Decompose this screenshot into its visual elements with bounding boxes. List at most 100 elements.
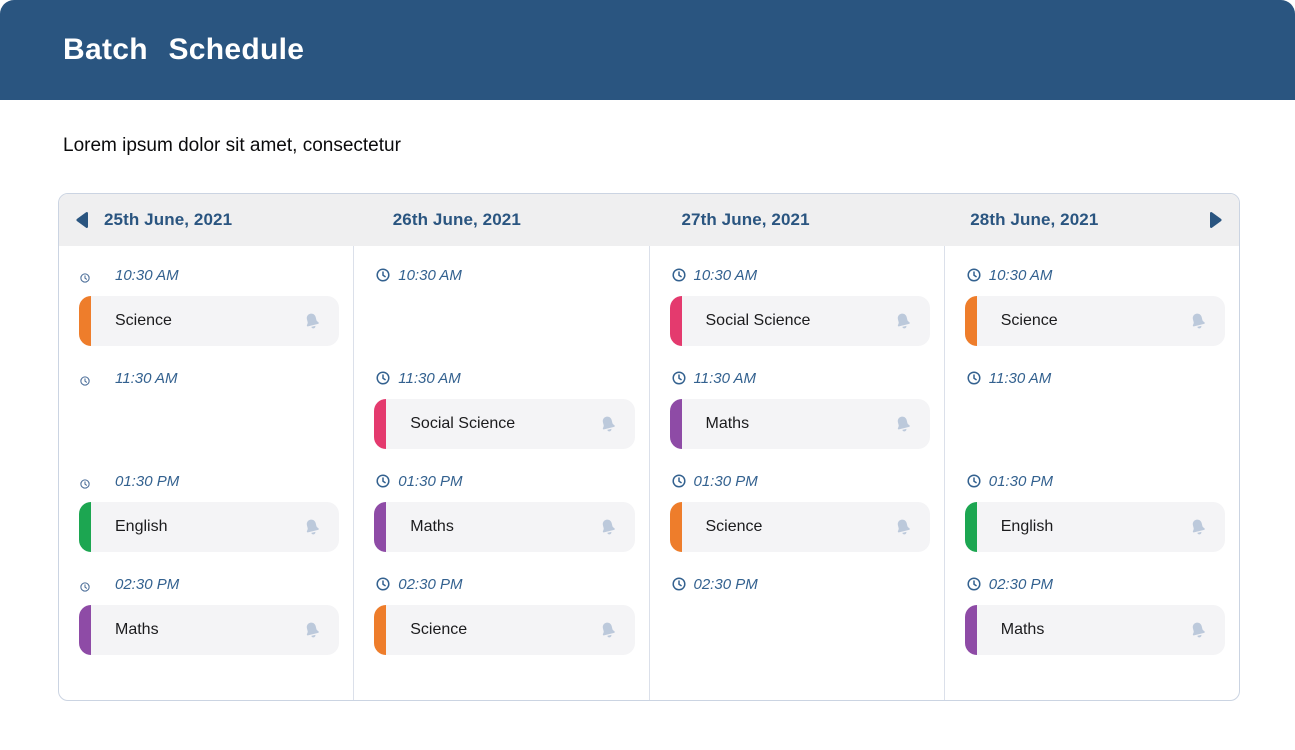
clock-icon	[376, 474, 390, 488]
app-header: Batch Schedule	[0, 0, 1295, 100]
date-header: 26th June, 2021	[392, 210, 521, 229]
time-slot: 10:30 AM	[354, 256, 648, 359]
clock-icon	[80, 373, 90, 386]
clock-icon	[671, 371, 686, 385]
slot-time: 01:30 PM	[945, 462, 1239, 500]
slot-time: 10:30 AM	[945, 256, 1239, 294]
bell-icon[interactable]	[893, 517, 913, 537]
class-card[interactable]: Science	[374, 605, 635, 655]
slot-time-label: 11:30 AM	[398, 369, 461, 387]
class-card[interactable]: English	[79, 502, 340, 552]
slot-time-label: 10:30 AM	[988, 266, 1053, 284]
bell-icon[interactable]	[598, 517, 618, 537]
bell-icon[interactable]	[598, 620, 618, 640]
date-header-row: 25th June, 2021 26th June, 2021 27th June,…	[59, 194, 1239, 246]
bell-icon[interactable]	[302, 620, 322, 640]
slot-time: 10:30 AM	[59, 256, 353, 294]
slot-time: 10:30 AM	[650, 256, 944, 294]
class-card[interactable]: English	[964, 502, 1225, 552]
slot-time: 10:30 AM	[354, 256, 648, 294]
subject-label: Social Science	[410, 415, 516, 432]
page-subtitle: Lorem ipsum dolor sit amet, consectetur	[63, 135, 401, 156]
bell-icon[interactable]	[302, 311, 322, 331]
schedule-column: 10:30 AM 11:30 AM Social Science 01:30 PM Ma…	[353, 246, 648, 700]
slot-time-label: 02:30 PM	[115, 575, 180, 593]
class-card[interactable]: Science	[964, 296, 1225, 346]
clock-icon	[967, 268, 981, 282]
slot-time-label: 01:30 PM	[115, 472, 180, 490]
time-slot: 02:30 PM	[650, 565, 944, 668]
slot-time: 11:30 AM	[354, 359, 648, 397]
time-slot: 11:30 AM	[945, 359, 1239, 462]
time-slot: 11:30 AM	[59, 359, 353, 462]
subject-color-bar	[374, 399, 387, 449]
time-slot: 02:30 PM Maths	[945, 565, 1239, 668]
slot-time-label: 11:30 AM	[693, 369, 757, 387]
time-slot: 01:30 PM Science	[650, 462, 944, 565]
board-columns: 10:30 AM Science 11:30 AM 01:30 PM English 02…	[59, 246, 1239, 700]
subject-color-bar	[374, 502, 387, 552]
class-card[interactable]: Maths	[964, 605, 1225, 655]
slot-time-label: 10:30 AM	[115, 266, 179, 284]
slot-time: 01:30 PM	[59, 462, 353, 500]
bell-icon[interactable]	[302, 517, 322, 537]
bell-icon[interactable]	[893, 414, 913, 434]
class-card[interactable]: Maths	[669, 399, 930, 449]
class-card[interactable]: Maths	[79, 605, 340, 655]
time-slot: 10:30 AM Social Science	[650, 256, 944, 359]
subject-label: Maths	[410, 518, 454, 535]
clock-icon	[80, 579, 90, 592]
clock-icon	[967, 371, 981, 385]
clock-icon	[80, 270, 90, 283]
date-header: 25th June, 2021	[104, 210, 233, 229]
subject-color-bar	[669, 502, 682, 552]
subject-label: Science	[410, 621, 468, 638]
page-title: Batch Schedule	[63, 33, 305, 66]
slot-time: 02:30 PM	[650, 565, 944, 603]
date-header: 27th June, 2021	[681, 210, 810, 229]
time-slot: 01:30 PM Maths	[354, 462, 648, 565]
subject-label: Science	[115, 312, 172, 329]
clock-icon	[671, 577, 686, 591]
schedule-column: 10:30 AM Science 11:30 AM 01:30 PM English 02…	[59, 246, 353, 700]
subject-color-bar	[79, 296, 91, 346]
subject-label: Science	[1000, 312, 1058, 329]
time-slot: 02:30 PM Maths	[59, 565, 353, 668]
bell-icon[interactable]	[598, 414, 618, 434]
subject-label: Maths	[705, 415, 750, 432]
date-header: 28th June, 2021	[970, 210, 1099, 229]
caret-left-icon	[75, 211, 89, 229]
schedule-board: 25th June, 2021 26th June, 2021 27th June,…	[58, 193, 1240, 701]
subject-color-bar	[669, 296, 682, 346]
next-dates-button[interactable]	[1199, 194, 1233, 246]
subject-color-bar	[374, 605, 387, 655]
time-slot: 01:30 PM English	[59, 462, 353, 565]
class-card[interactable]: Maths	[374, 502, 635, 552]
slot-time: 01:30 PM	[650, 462, 944, 500]
slot-time-label: 02:30 PM	[988, 575, 1053, 593]
bell-icon[interactable]	[1188, 620, 1208, 640]
slot-time-label: 02:30 PM	[693, 575, 758, 593]
slot-time-label: 01:30 PM	[988, 472, 1053, 490]
subject-label: English	[115, 518, 168, 535]
class-card[interactable]: Social Science	[374, 399, 635, 449]
time-slot: 10:30 AM Science	[945, 256, 1239, 359]
bell-icon[interactable]	[893, 311, 913, 331]
time-slot: 11:30 AM Maths	[650, 359, 944, 462]
clock-icon	[376, 577, 390, 591]
class-card[interactable]: Science	[79, 296, 340, 346]
bell-icon[interactable]	[1188, 517, 1208, 537]
slot-time-label: 02:30 PM	[398, 575, 463, 593]
slot-time: 02:30 PM	[354, 565, 648, 603]
subject-color-bar	[964, 296, 977, 346]
clock-icon	[967, 474, 981, 488]
class-card[interactable]: Science	[669, 502, 930, 552]
subject-color-bar	[964, 605, 977, 655]
time-slot: 02:30 PM Science	[354, 565, 648, 668]
bell-icon[interactable]	[1188, 311, 1208, 331]
prev-dates-button[interactable]	[65, 194, 99, 246]
class-card[interactable]: Social Science	[669, 296, 930, 346]
time-slot: 10:30 AM Science	[59, 256, 353, 359]
board-header: 25th June, 2021 26th June, 2021 27th June,…	[59, 194, 1239, 246]
slot-time: 11:30 AM	[650, 359, 944, 397]
